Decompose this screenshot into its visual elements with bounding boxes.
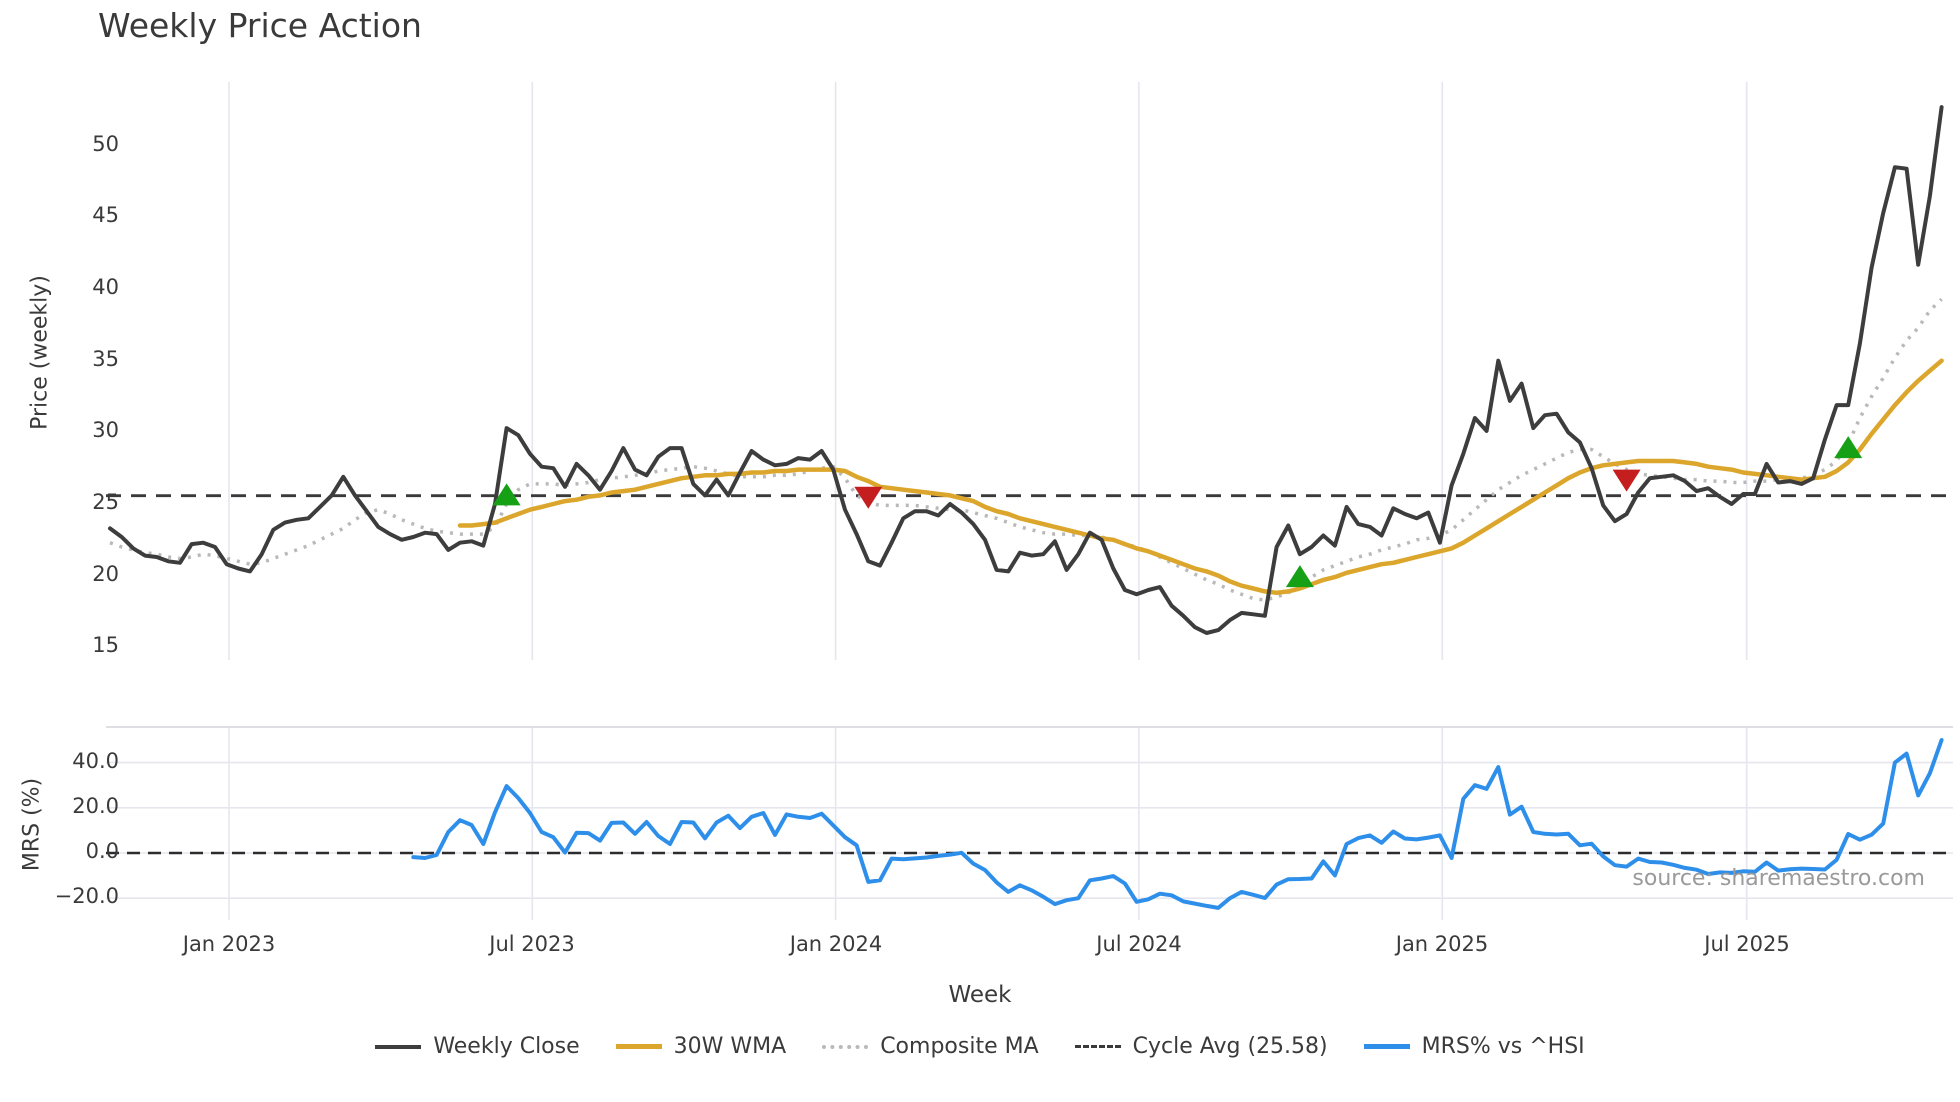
buy-signal-triangle-icon: [492, 483, 521, 506]
x-tick-label: Jan 2025: [1395, 932, 1489, 956]
mrs-y-tick-label: 40.0: [72, 749, 119, 773]
legend: Weekly Close 30W WMA Composite MA Cycle …: [0, 1034, 1960, 1059]
legend-item-cycle-avg: Cycle Avg (25.58): [1074, 1034, 1328, 1059]
legend-label: 30W WMA: [673, 1034, 787, 1059]
page-title: Weekly Price Action: [98, 6, 422, 45]
legend-label: Weekly Close: [433, 1034, 580, 1059]
price-y-tick-label: 40: [92, 275, 119, 299]
price-y-tick-label: 30: [92, 418, 119, 442]
legend-item-mrs: MRS% vs ^HSI: [1363, 1034, 1585, 1059]
price-y-tick-label: 45: [92, 203, 119, 227]
legend-item-composite-ma: Composite MA: [822, 1034, 1039, 1059]
buy-signal-triangle-icon: [1285, 565, 1314, 588]
weekly-close-line: [108, 105, 1944, 635]
x-tick-label: Jul 2023: [489, 932, 575, 956]
price-y-tick-label: 35: [92, 347, 119, 371]
mrs-y-tick-label: 20.0: [72, 794, 119, 818]
x-tick-label: Jul 2024: [1096, 932, 1182, 956]
sell-signal-triangle-icon: [854, 486, 883, 509]
legend-item-weekly-close: Weekly Close: [375, 1034, 580, 1059]
composite-ma-dotted-swatch-icon: [822, 1044, 869, 1049]
x-tick-label: Jul 2025: [1704, 932, 1790, 956]
cycle-avg-dashed-swatch-icon: [1074, 1045, 1121, 1048]
price-y-tick-label: 25: [92, 490, 119, 514]
y-axis-label-price: Price (weekly): [27, 275, 53, 430]
legend-label: MRS% vs ^HSI: [1421, 1034, 1585, 1059]
source-watermark: source: sharemaestro.com: [1632, 866, 1925, 891]
legend-item-30w-wma: 30W WMA: [615, 1034, 787, 1059]
x-tick-label: Jan 2023: [182, 932, 276, 956]
buy-signal-triangle-icon: [1834, 436, 1863, 459]
wma-line: [457, 358, 1944, 596]
sell-signal-triangle-icon: [1612, 469, 1641, 492]
legend-label: Composite MA: [880, 1034, 1039, 1059]
mrs-line-swatch-icon: [1363, 1044, 1410, 1049]
price-y-tick-label: 20: [92, 562, 119, 586]
legend-label: Cycle Avg (25.58): [1132, 1034, 1328, 1059]
price-y-tick-label: 15: [92, 633, 119, 657]
mrs-y-tick-label: −20.0: [54, 884, 119, 908]
weekly-close-line-swatch-icon: [375, 1044, 422, 1049]
mrs-y-tick-label: 0.0: [85, 839, 119, 863]
mrs-line: [411, 738, 1944, 910]
x-tick-label: Jan 2024: [789, 932, 883, 956]
wma-line-swatch-icon: [615, 1044, 662, 1049]
price-y-tick-label: 50: [92, 132, 119, 156]
x-axis-label-week: Week: [948, 982, 1012, 1008]
y-axis-label-mrs: MRS (%): [19, 777, 45, 872]
